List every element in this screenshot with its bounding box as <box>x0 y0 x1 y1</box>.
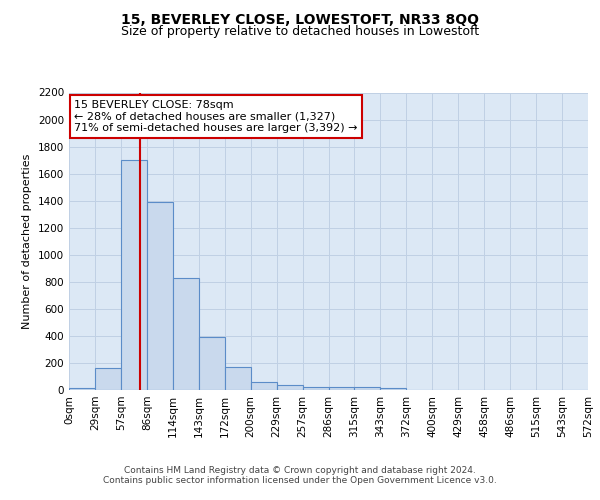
Bar <box>277 386 302 390</box>
Text: 15 BEVERLEY CLOSE: 78sqm
← 28% of detached houses are smaller (1,327)
71% of sem: 15 BEVERLEY CLOSE: 78sqm ← 28% of detach… <box>74 100 358 133</box>
Text: 15, BEVERLEY CLOSE, LOWESTOFT, NR33 8QQ: 15, BEVERLEY CLOSE, LOWESTOFT, NR33 8QQ <box>121 12 479 26</box>
Bar <box>69 388 95 390</box>
Bar <box>302 386 329 390</box>
Text: Size of property relative to detached houses in Lowestoft: Size of property relative to detached ho… <box>121 25 479 38</box>
Bar <box>380 388 406 390</box>
Bar <box>121 160 147 390</box>
Bar <box>225 367 251 390</box>
Bar <box>147 202 173 390</box>
Bar <box>355 386 380 390</box>
Y-axis label: Number of detached properties: Number of detached properties <box>22 154 32 329</box>
Bar <box>251 382 277 390</box>
Bar <box>95 368 121 390</box>
Bar <box>173 278 199 390</box>
Text: Contains HM Land Registry data © Crown copyright and database right 2024.
Contai: Contains HM Land Registry data © Crown c… <box>103 466 497 485</box>
Bar <box>199 338 224 390</box>
Bar <box>329 386 355 390</box>
